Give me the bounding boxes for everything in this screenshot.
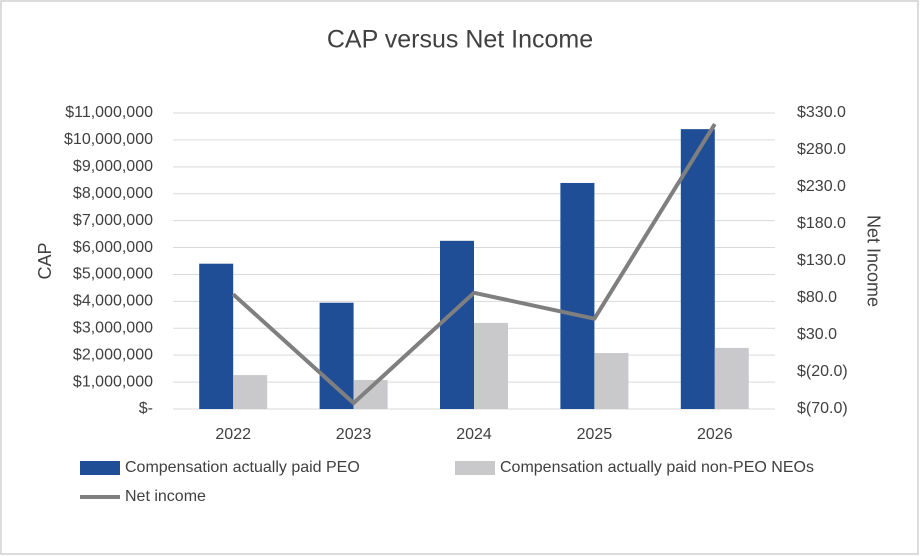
x-tick-label: 2026 <box>697 426 733 443</box>
y2-tick-label: $330.0 <box>797 104 846 121</box>
y2-tick-label: $(70.0) <box>797 400 848 417</box>
bar <box>353 379 388 409</box>
bar <box>440 240 474 409</box>
bar <box>594 353 629 409</box>
bar <box>319 302 354 409</box>
y-tick-label: $9,000,000 <box>73 158 153 175</box>
y2-tick-label: $80.0 <box>797 289 837 306</box>
x-tick-label: 2022 <box>215 426 251 443</box>
y-axis-title: CAP <box>35 242 55 279</box>
y2-tick-label: $(20.0) <box>797 363 848 380</box>
y2-tick-label: $230.0 <box>797 178 846 195</box>
line <box>231 123 717 406</box>
y-tick-label: $7,000,000 <box>73 212 153 229</box>
y-tick-label: $- <box>139 400 153 417</box>
y-tick-label: $5,000,000 <box>73 266 153 283</box>
y-tick-label: $11,000,000 <box>65 104 153 121</box>
y-tick-label: $2,000,000 <box>73 346 153 363</box>
legend-label: Compensation actually paid non-PEO NEOs <box>500 459 814 476</box>
y2-tick-label: $280.0 <box>797 141 846 158</box>
y-tick-label: $6,000,000 <box>73 239 153 256</box>
y2-tick-label: $130.0 <box>797 252 846 269</box>
bar <box>474 322 508 409</box>
y2-tick-label: $30.0 <box>797 326 837 343</box>
x-tick-label: 2023 <box>336 426 372 443</box>
bar <box>233 375 268 409</box>
y-tick-label: $10,000,000 <box>64 131 153 148</box>
y-tick-label: $3,000,000 <box>73 319 153 336</box>
y-tick-label: $4,000,000 <box>73 293 153 310</box>
bar <box>714 347 749 409</box>
legend-swatch <box>80 461 120 475</box>
legend-label: Net income <box>125 488 206 505</box>
bar <box>199 263 234 409</box>
y-tick-label: $1,000,000 <box>73 373 153 390</box>
y-tick-label: $8,000,000 <box>73 185 153 202</box>
bar <box>560 182 595 409</box>
legend-swatch <box>455 461 495 475</box>
y2-axis-title: Net Income <box>863 215 883 307</box>
y2-tick-label: $180.0 <box>797 215 846 232</box>
x-tick-label: 2025 <box>577 426 613 443</box>
bar <box>680 129 715 410</box>
x-tick-label: 2024 <box>456 426 492 443</box>
chart-title: CAP versus Net Income <box>327 26 593 54</box>
legend-label: Compensation actually paid PEO <box>125 459 360 476</box>
